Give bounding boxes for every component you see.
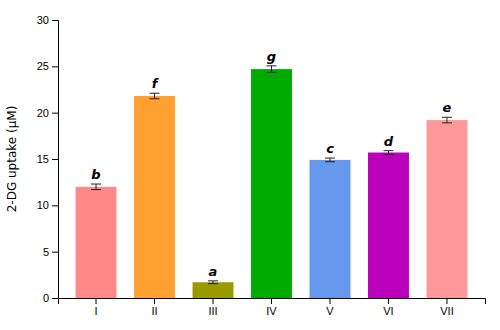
annotation: c	[326, 141, 334, 156]
error-bar-cap	[208, 280, 218, 281]
annotation: d	[384, 134, 394, 149]
y-axis: 0 5 10 15 20 25 30	[37, 14, 59, 304]
x-tick-mark	[96, 298, 97, 304]
error-bar-cap	[383, 150, 393, 151]
y-tick-label: 30	[37, 14, 49, 26]
x-tick-mark	[154, 298, 155, 304]
x-tick: VI	[383, 298, 393, 317]
error-bar-stem	[154, 93, 155, 99]
y-tick-mark	[52, 159, 58, 160]
error-bar-cap	[91, 184, 101, 185]
x-tick: III	[208, 298, 217, 317]
x-tick: VII	[440, 298, 453, 317]
error-bar	[91, 184, 101, 190]
x-tick-mark	[446, 298, 447, 304]
error-bar-stem	[271, 66, 272, 72]
annotation: a	[209, 264, 218, 279]
x-tick-mark	[271, 298, 272, 304]
error-bar	[208, 281, 218, 284]
y-tick: 10	[37, 199, 58, 211]
bar	[76, 187, 117, 298]
bar	[310, 160, 351, 298]
x-tick: II	[151, 298, 157, 317]
y-tick: 15	[37, 153, 58, 165]
error-bar-cap	[383, 154, 393, 155]
x-tick-label: IV	[266, 305, 277, 317]
x-tick-mark	[388, 298, 389, 304]
bar	[134, 96, 175, 298]
y-tick-label: 10	[37, 199, 49, 211]
x-tick-label: VII	[440, 305, 453, 317]
error-bar-stem	[96, 184, 97, 190]
error-bar	[150, 93, 160, 99]
y-axis-title: 2-DG uptake (μM)	[5, 106, 19, 213]
error-bar-cap	[267, 65, 277, 66]
y-tick: 25	[37, 60, 58, 72]
x-tick: I	[94, 298, 97, 317]
y-tick: 0	[43, 292, 58, 304]
y-tick-mark	[52, 113, 58, 114]
bar	[193, 282, 234, 298]
bar	[251, 69, 292, 298]
x-tick-label: III	[208, 305, 217, 317]
bar	[427, 120, 468, 298]
bar	[368, 153, 409, 298]
y-tick-label: 15	[37, 153, 49, 165]
x-tick-label: VI	[383, 305, 393, 317]
annotation: f	[152, 76, 160, 91]
y-tick-label: 5	[43, 246, 49, 258]
error-bar-cap	[150, 93, 160, 94]
x-tick-label: I	[94, 305, 97, 317]
error-bar	[267, 66, 277, 72]
error-bar-cap	[442, 122, 452, 123]
annotation: b	[91, 167, 100, 182]
annotations: b f a g c d e	[91, 49, 451, 279]
error-bar	[442, 117, 452, 123]
y-tick: 20	[37, 107, 58, 119]
error-bar-stem	[388, 151, 389, 155]
error-bar	[383, 151, 393, 155]
error-bar-stem	[446, 117, 447, 123]
error-bar-cap	[150, 98, 160, 99]
x-tick: IV	[266, 298, 277, 317]
y-tick-mark	[52, 66, 58, 67]
y-tick-label: 20	[37, 107, 49, 119]
y-tick-mark	[52, 298, 58, 299]
annotation: g	[267, 49, 276, 64]
plot-area: 051015202530IIIIIIIVVVIVIIbfagcde	[37, 14, 486, 317]
y-tick: 5	[43, 246, 58, 258]
y-tick-label: 25	[37, 60, 49, 72]
error-bar-cap	[91, 189, 101, 190]
error-bar-cap	[442, 117, 452, 118]
y-tick-mark	[52, 20, 58, 21]
x-tick: V	[326, 298, 334, 317]
x-tick-mark	[329, 298, 330, 304]
y-tick-mark	[52, 205, 58, 206]
x-axis-line	[59, 299, 486, 305]
error-bar-cap	[208, 283, 218, 284]
error-bar-cap	[325, 158, 335, 159]
error-bar-cap	[267, 72, 277, 73]
error-bar-stem	[329, 158, 330, 162]
x-tick-mark	[213, 298, 214, 304]
y-tick: 30	[37, 14, 58, 26]
marks	[76, 66, 468, 298]
error-bar	[325, 158, 335, 162]
x-axis: IIIIIIIVVVIVII	[59, 298, 486, 317]
y-axis-line	[52, 21, 59, 299]
y-tick-mark	[52, 252, 58, 253]
annotation: e	[443, 100, 452, 115]
x-tick-label: V	[326, 305, 334, 317]
x-tick-label: II	[151, 305, 157, 317]
y-tick-label: 0	[43, 292, 49, 304]
error-bar-cap	[325, 161, 335, 162]
chart: 051015202530IIIIIIIVVVIVIIbfagcde2-DG up…	[0, 0, 500, 330]
